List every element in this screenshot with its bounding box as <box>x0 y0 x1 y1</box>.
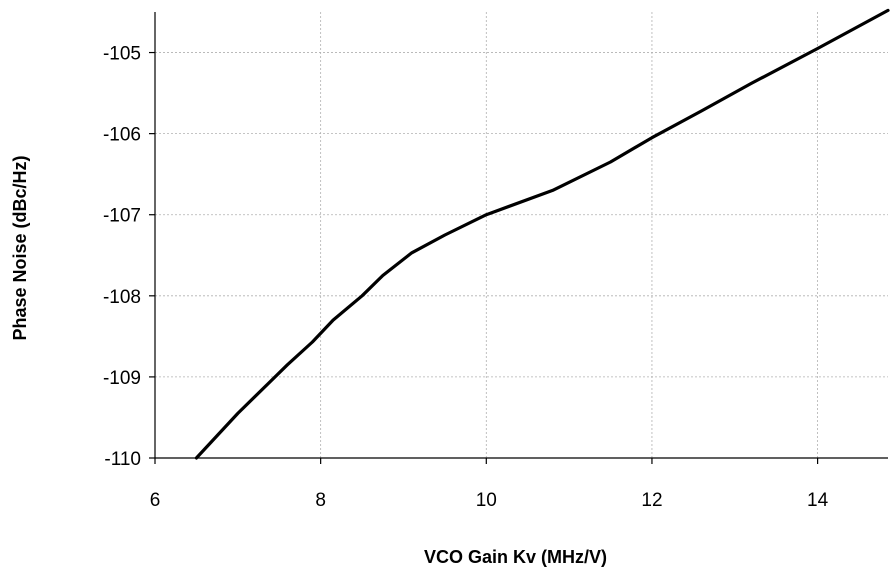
y-tick-label: -105 <box>103 44 141 65</box>
label-layer: -110 -109 -108 -107 -106 -105 6 8 10 12 14 VCO Gain… <box>10 44 829 567</box>
y-tick-label: -108 <box>103 287 141 308</box>
x-axis-title: VCO Gain Kv (MHz/V) <box>424 547 607 567</box>
y-tick-label: -110 <box>104 449 141 470</box>
y-axis-title: Phase Noise (dBc/Hz) <box>10 155 30 340</box>
y-tick-label: -107 <box>103 206 141 227</box>
y-tick-label: -109 <box>103 368 141 389</box>
series-layer <box>196 10 888 458</box>
grid-layer <box>155 12 888 458</box>
phase-noise-series-line <box>196 10 888 458</box>
x-tick-label: 8 <box>315 490 326 511</box>
x-tick-label: 14 <box>807 490 829 511</box>
axis-layer <box>149 12 888 464</box>
y-tick-label: -106 <box>103 125 141 146</box>
x-tick-label: 12 <box>641 490 662 511</box>
x-tick-label: 6 <box>150 490 161 511</box>
x-tick-label: 10 <box>476 490 497 511</box>
